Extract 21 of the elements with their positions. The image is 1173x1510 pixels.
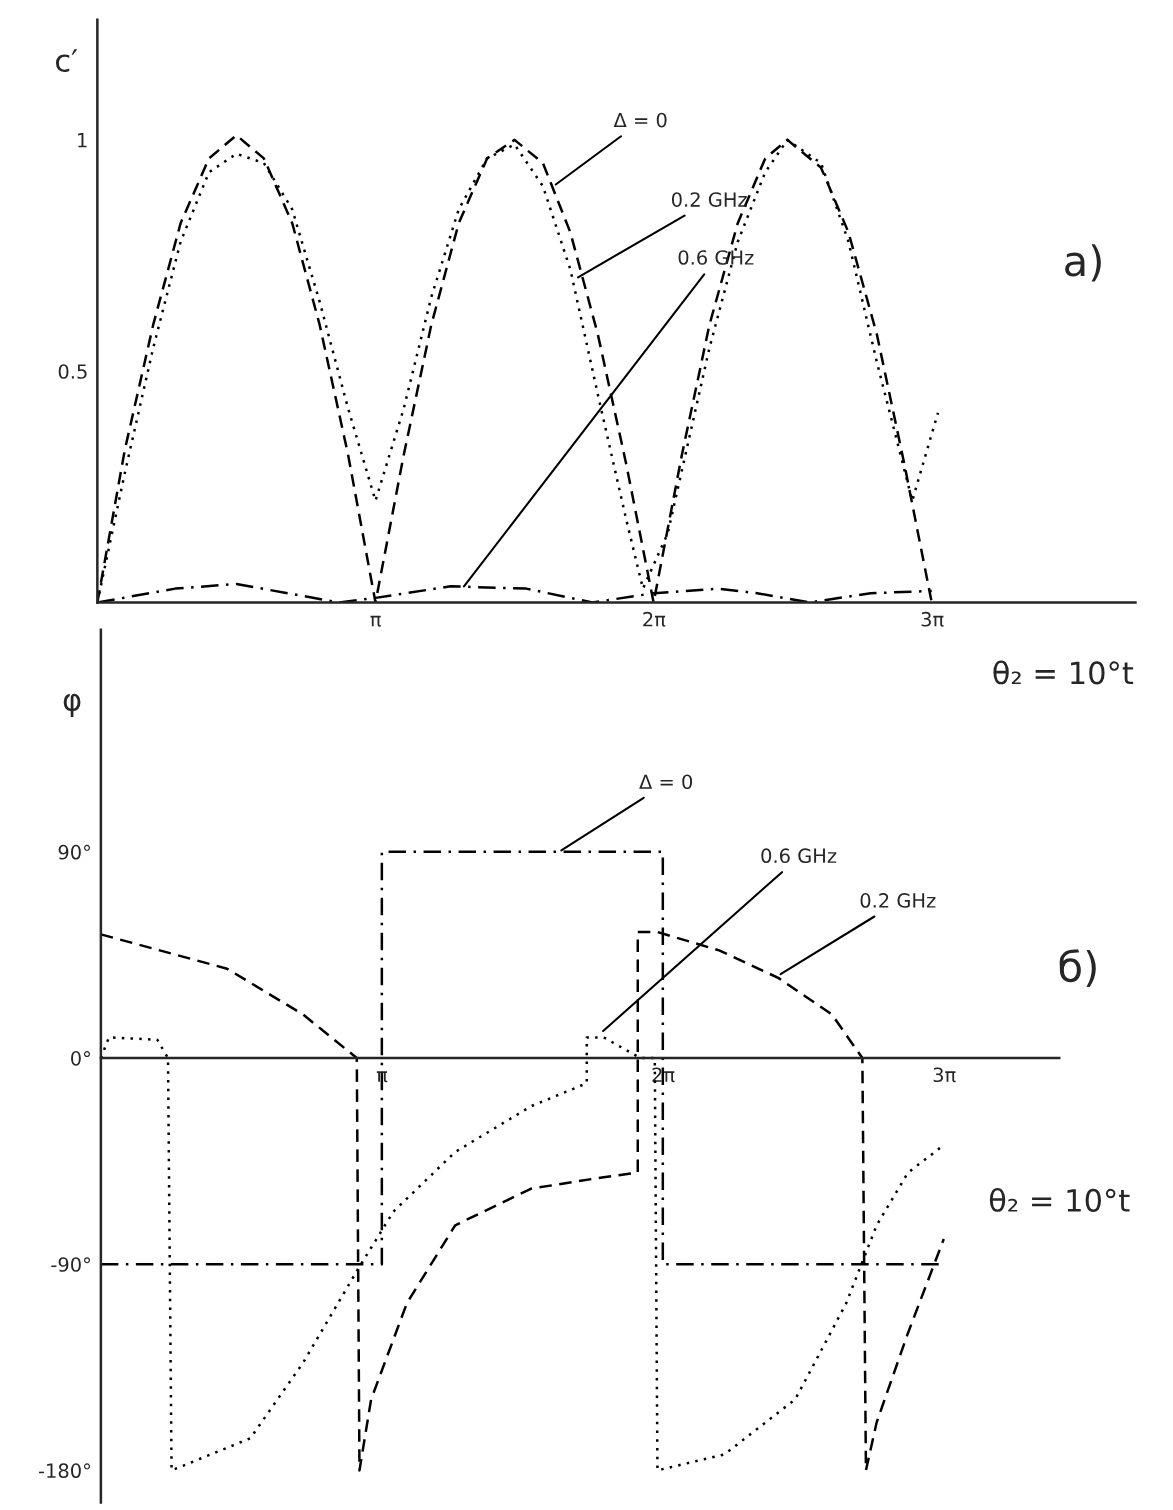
y-tick-label: 0.5	[58, 364, 87, 379]
y-tick-label: -180°	[38, 1463, 90, 1479]
y-tick-label: -90°	[51, 1257, 90, 1272]
annotation: Δ = 0	[613, 112, 667, 128]
x-tick-label: π	[370, 615, 381, 627]
y-tick-label: 0°	[71, 1051, 90, 1066]
x-axis-title: θ₂ = 10°t	[993, 660, 1134, 685]
y-axis-title: c′	[56, 49, 78, 72]
annotation: а)	[1065, 244, 1101, 282]
text: б)	[1059, 949, 1096, 988]
annotation: 0.2 GHz	[671, 192, 747, 207]
x-tick-label: 3π	[921, 611, 944, 627]
x-tick-label: 2π	[643, 611, 666, 627]
y-tick-label: 90°	[58, 844, 90, 860]
annotation: Δ = 0	[639, 774, 693, 790]
x-tick-label: 3π	[933, 1067, 956, 1083]
annotation: 0.6 GHz	[761, 848, 837, 864]
y-axis-title: φ	[63, 693, 81, 717]
y-tick-label: 1	[78, 133, 87, 148]
x-axis-title: θ₂ = 10°t	[989, 1188, 1130, 1212]
annotation: 0.2 GHz	[860, 893, 936, 908]
